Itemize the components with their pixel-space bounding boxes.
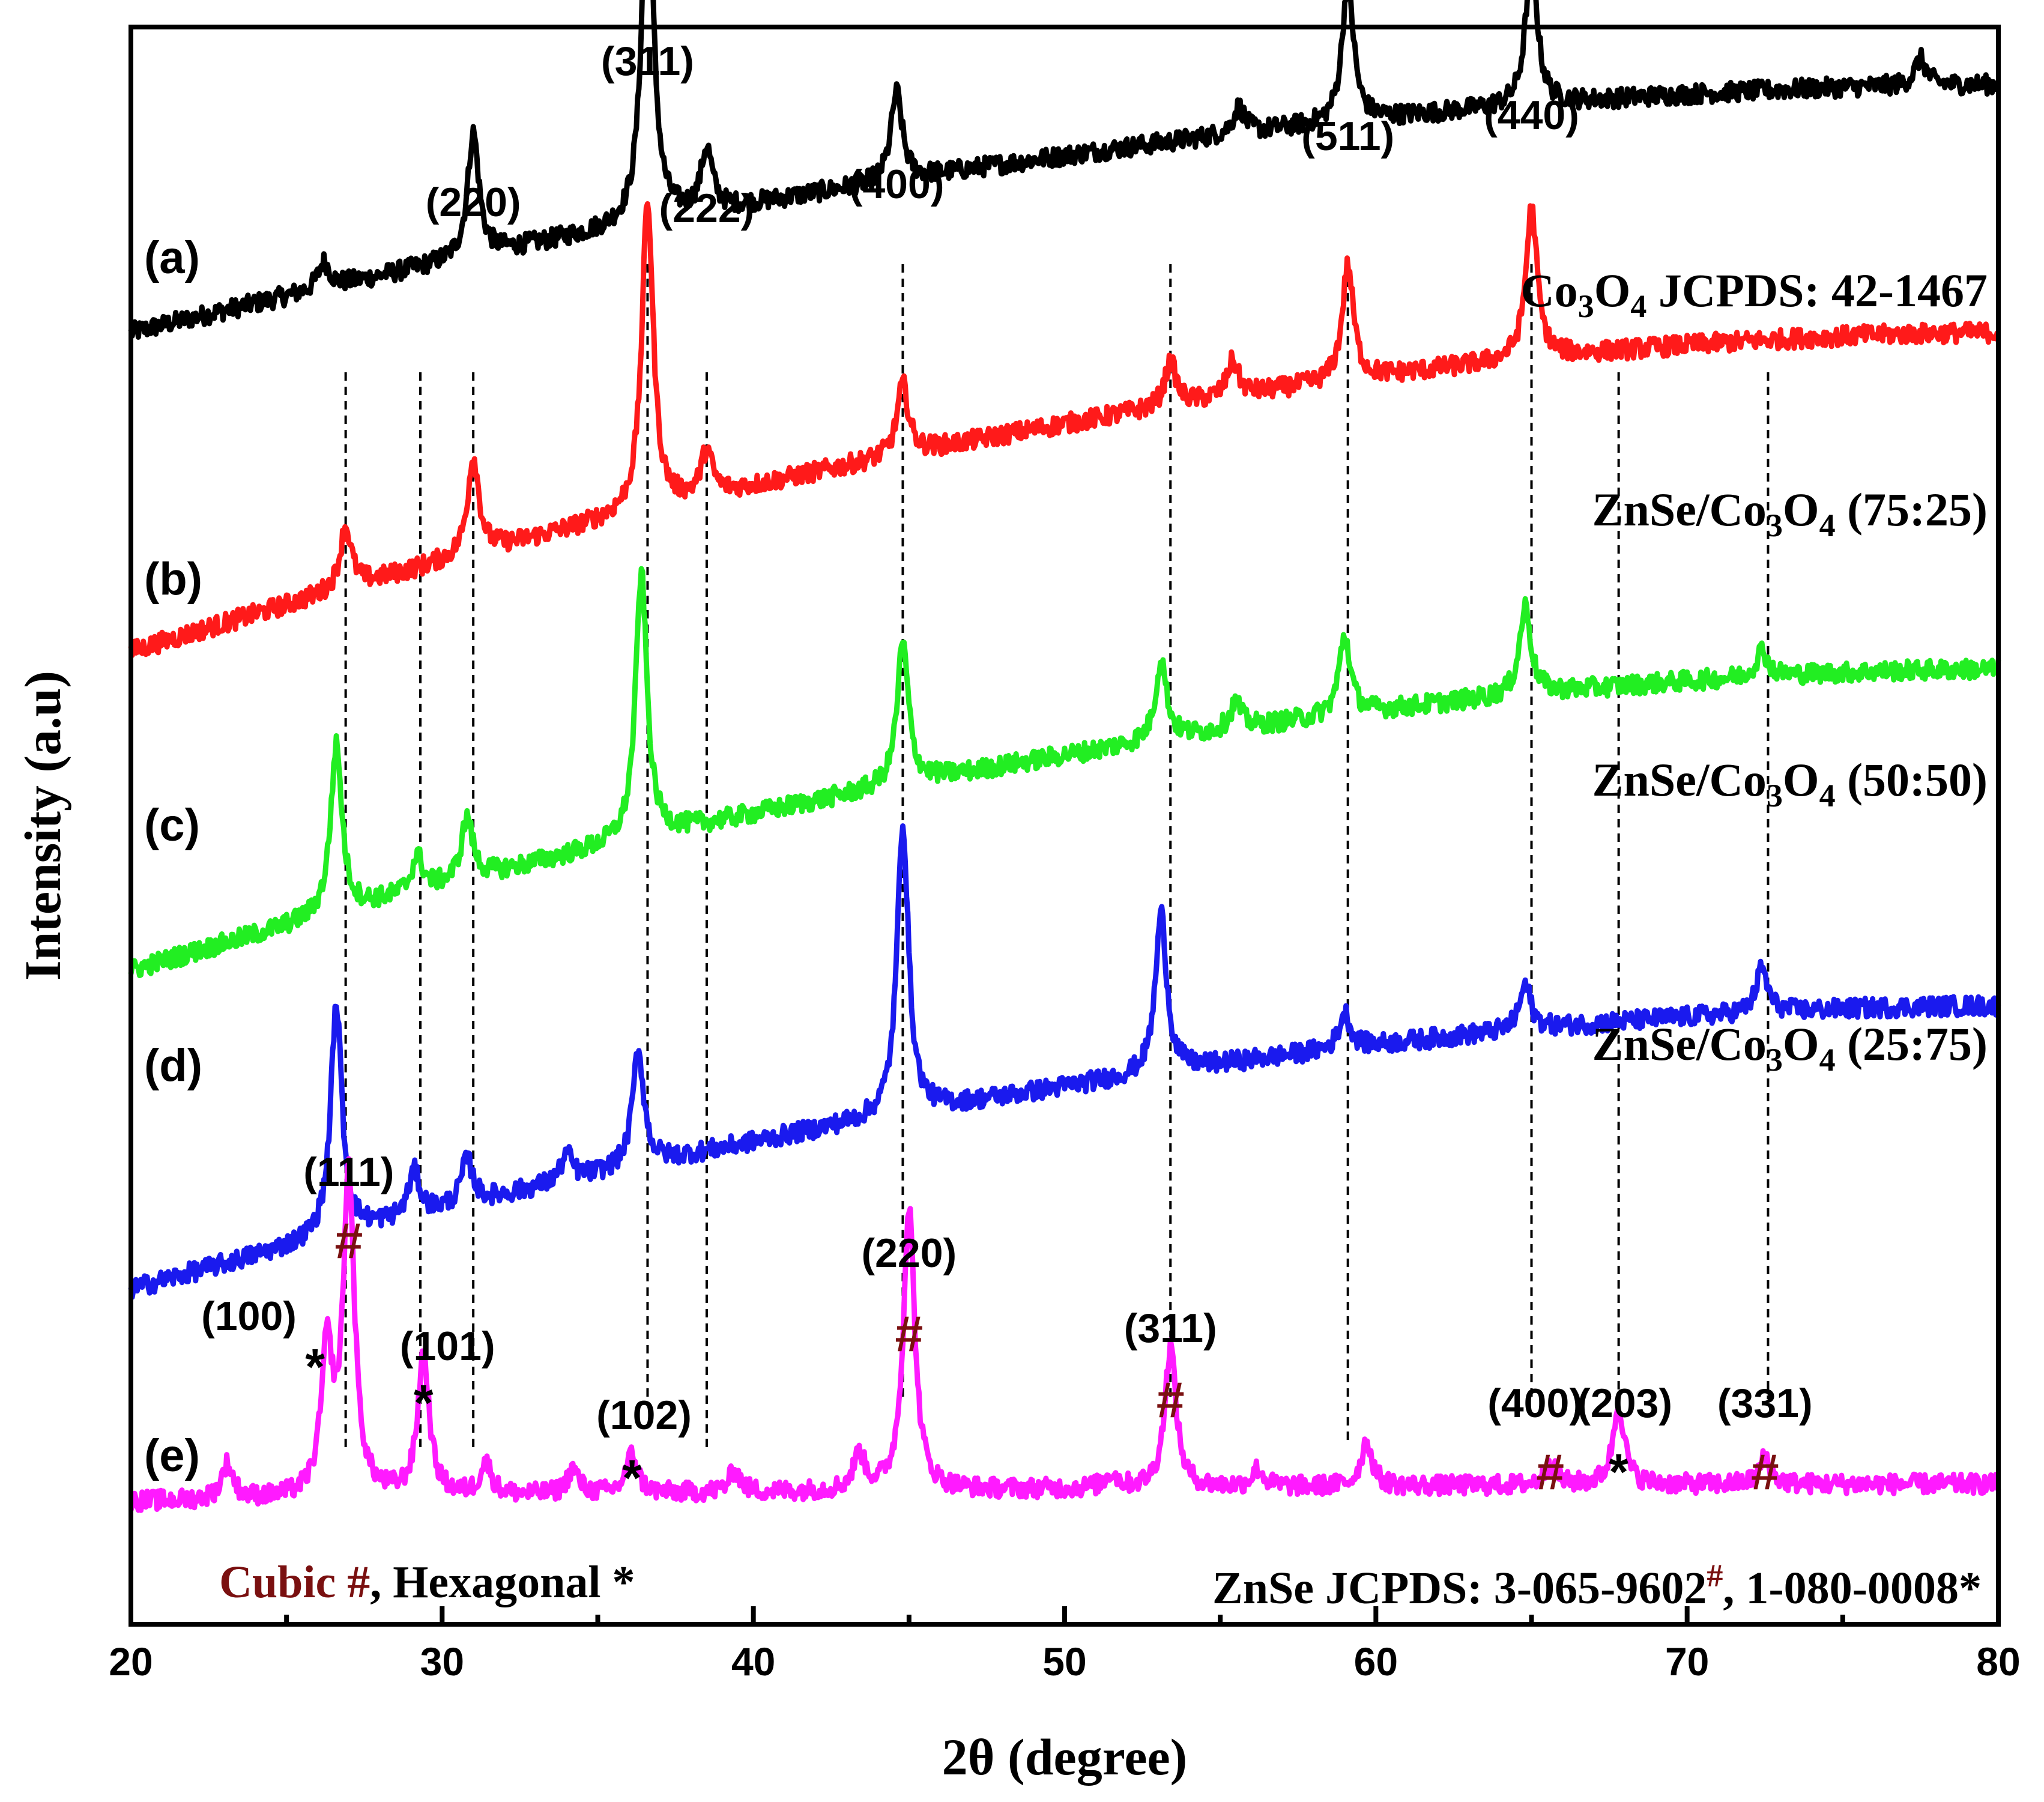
znse-marker-4: # <box>895 1305 923 1362</box>
series-name-part: O <box>1783 483 1819 536</box>
znse-hkl-label-0: (111) <box>303 1149 394 1195</box>
x-tick-label-5: 70 <box>1665 1639 1709 1684</box>
series-name-part: 4 <box>1819 507 1836 543</box>
znse-hkl-label-5: (311) <box>1124 1305 1217 1351</box>
series-name-part: 3 <box>1767 1042 1783 1078</box>
co3o4-hkl-label-0: (220) <box>426 180 521 225</box>
co3o4-hkl-label-3: (400) <box>849 162 945 207</box>
series-name-part: (75:25) <box>1836 483 1988 536</box>
series-name-part: 3 <box>1767 507 1783 543</box>
znse-hkl-label-7: (203) <box>1577 1380 1672 1426</box>
znse-marker-8: # <box>1751 1444 1779 1500</box>
x-tick-label-1: 30 <box>420 1639 464 1684</box>
co3o4-hkl-label-1: (311) <box>601 38 694 84</box>
trace-c <box>128 566 2001 978</box>
series-name-part: O <box>1594 264 1631 316</box>
series-name-part: 4 <box>1630 288 1646 324</box>
phase-legend-note: Cubic #, Hexagonal * <box>219 1557 635 1607</box>
series-name-b: ZnSe/Co3O4 (75:25) <box>1592 483 1988 543</box>
co3o4-hkl-label-2: (222) <box>659 186 755 231</box>
trace-b <box>128 201 2001 658</box>
series-name-part: ZnSe/Co <box>1592 483 1766 536</box>
znse-hkl-label-8: (331) <box>1717 1380 1813 1426</box>
x-axis-title: 2θ (degree) <box>942 1728 1188 1786</box>
series-name-part: (50:50) <box>1836 754 1988 806</box>
series-name-d: ZnSe/Co3O4 (25:75) <box>1592 1018 1988 1078</box>
znse-marker-3: * <box>622 1450 642 1506</box>
series-name-part: (25:75) <box>1836 1018 1988 1070</box>
x-tick-label-2: 40 <box>731 1639 775 1684</box>
znse-marker-0: # <box>334 1212 363 1269</box>
series-name-part: 4 <box>1819 1042 1836 1078</box>
series-name-part: ZnSe/Co <box>1592 754 1766 806</box>
znse-marker-7: * <box>1609 1444 1628 1500</box>
trace-e <box>128 1156 2001 1513</box>
sample-label-b: (b) <box>144 554 202 605</box>
x-axis-ticks: 20 30 40 50 60 70 80 <box>109 1606 2021 1684</box>
znse-note-part-1: # <box>1707 1558 1723 1594</box>
sample-label-a: (a) <box>144 232 200 283</box>
znse-marker-6: # <box>1536 1444 1564 1500</box>
series-name-part: O <box>1783 1018 1819 1070</box>
znse-hkl-label-6: (400) <box>1487 1380 1583 1426</box>
x-tick-label-0: 20 <box>109 1639 153 1684</box>
znse-hkl-label-1: (100) <box>201 1293 297 1339</box>
series-name-part: Co <box>1520 264 1577 316</box>
annotations: (a)(b)(c)(d)(e)Co3O4 JCPDS: 42-1467ZnSe/… <box>144 38 1988 1613</box>
x-tick-label-6: 80 <box>1976 1639 2020 1684</box>
co3o4-hkl-label-5: (440) <box>1484 92 1579 138</box>
sample-label-e: (e) <box>144 1430 200 1481</box>
series-name-part: 4 <box>1819 778 1836 814</box>
x-tick-label-4: 60 <box>1354 1639 1398 1684</box>
znse-note-part-0: ZnSe JCPDS: 3-065-9602 <box>1212 1563 1707 1613</box>
series-name-part: 3 <box>1578 288 1594 324</box>
znse-jcpds-note: ZnSe JCPDS: 3-065-9602#, 1-080-0008* <box>1212 1558 1982 1613</box>
trace-d <box>128 823 2001 1300</box>
series-name-a: Co3O4 JCPDS: 42-1467 <box>1520 264 1988 324</box>
sample-label-d: (d) <box>144 1040 202 1091</box>
znse-marker-1: * <box>305 1338 325 1395</box>
znse-hkl-label-4: (220) <box>861 1230 957 1276</box>
series-name-part: JCPDS: 42-1467 <box>1646 264 1988 316</box>
y-axis-title: Intensity (a.u) <box>14 671 71 981</box>
series-name-part: ZnSe/Co <box>1592 1018 1766 1070</box>
znse-hkl-label-2: (101) <box>400 1323 495 1369</box>
znse-note-part-2: , 1-080-0008* <box>1723 1563 1982 1613</box>
phase-legend-part-1: # <box>347 1557 370 1607</box>
znse-marker-2: * <box>414 1374 434 1431</box>
series-name-part: 3 <box>1767 778 1783 814</box>
series-name-c: ZnSe/Co3O4 (50:50) <box>1592 754 1988 814</box>
series-traces <box>128 0 2001 1513</box>
phase-legend-part-0: Cubic <box>219 1557 347 1607</box>
x-tick-label-3: 50 <box>1042 1639 1086 1684</box>
znse-marker-5: # <box>1157 1371 1185 1428</box>
co3o4-hkl-label-4: (511) <box>1301 113 1394 159</box>
sample-label-c: (c) <box>144 800 200 851</box>
series-name-part: O <box>1783 754 1819 806</box>
phase-legend-part-2: , Hexagonal * <box>370 1557 635 1607</box>
trace-a <box>128 0 2000 340</box>
znse-hkl-label-3: (102) <box>596 1392 692 1438</box>
